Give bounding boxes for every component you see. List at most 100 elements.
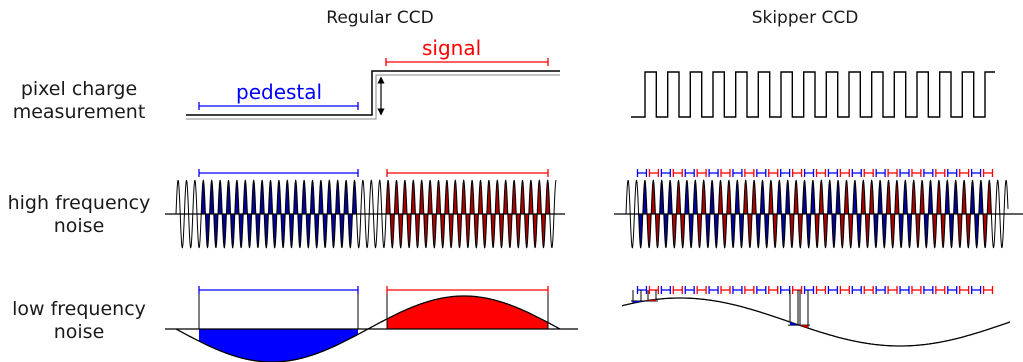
hf-regular-pedestal-fill-lobe-11	[222, 214, 227, 248]
hf-skipper-lobe-12	[676, 180, 681, 214]
hf-regular-signal-fill-lobe-73	[482, 214, 487, 248]
signal-label: signal	[422, 36, 482, 60]
hf-regular-signal-fill-lobe-86	[537, 180, 542, 214]
hf-regular-pedestal-fill-lobe-31	[306, 214, 311, 248]
hf-skipper-lobe-81	[966, 214, 971, 248]
hf-skipper-lobe-57	[865, 214, 870, 248]
hf-skipper-lobe-58	[869, 180, 874, 214]
hf-regular-signal-fill-lobe-56	[411, 180, 416, 214]
row-label-low-line2: noise	[53, 321, 105, 343]
hf-skipper-lobe-82	[970, 180, 975, 214]
hf-regular-pedestal-fill-lobe-32	[310, 180, 315, 214]
hf-skipper-lobe-17	[697, 214, 702, 248]
lf-skipper-group-1-signal-fill	[644, 299, 656, 301]
hf-skipper-lobe-25	[731, 214, 736, 248]
hf-regular-pedestal-fill-lobe-23	[272, 214, 277, 248]
hf-regular-pedestal-fill-lobe-13	[230, 214, 235, 248]
hf-regular-pedestal-fill-lobe-10	[218, 180, 223, 214]
hf-skipper-lobe-38	[785, 180, 790, 214]
hf-skipper-lobe-68	[911, 180, 916, 214]
row-label-low-frequency: low frequency noise	[0, 298, 158, 344]
hf-skipper-lobe-60	[878, 180, 883, 214]
hf-regular-pedestal-fill-lobe-26	[285, 180, 290, 214]
lf-regular-signal-fill	[387, 296, 548, 329]
hf-regular-signal-fill-lobe-57	[415, 214, 420, 248]
hf-skipper-lobe-44	[810, 180, 815, 214]
hf-skipper-lobe-63	[890, 214, 895, 248]
hf-skipper-lobe-21	[714, 214, 719, 248]
hf-regular-signal-fill-lobe-59	[423, 214, 428, 248]
hf-skipper-lobe-29	[747, 214, 752, 248]
hf-skipper-lobe-84	[978, 180, 983, 214]
hf-regular-signal-fill-lobe-67	[457, 214, 462, 248]
hf-skipper-lobe-33	[764, 214, 769, 248]
hf-regular-signal-fill-lobe-55	[407, 214, 412, 248]
row-label-charge-line1: pixel charge	[20, 78, 138, 100]
hf-regular-pedestal-fill-lobe-37	[331, 214, 336, 248]
hf-regular-pedestal-fill-lobe-35	[323, 214, 328, 248]
row-label-charge: pixel charge measurement	[0, 78, 158, 124]
lf-skipper-group-2-pedestal-fill	[790, 322, 799, 326]
hf-regular-signal-fill-lobe-82	[520, 180, 525, 214]
hf-regular-pedestal-fill-lobe-28	[293, 180, 298, 214]
hf-regular-signal-fill-lobe-69	[465, 214, 470, 248]
hf-skipper-lobe-77	[949, 214, 954, 248]
hf-skipper-lobe-36	[777, 180, 782, 214]
hf-skipper-lobe-79	[957, 214, 962, 248]
hf-regular-signal-fill-lobe-81	[516, 214, 521, 248]
title-skipper-ccd: Skipper CCD	[751, 8, 859, 28]
hf-regular-signal-fill-lobe-51	[390, 214, 395, 248]
hf-skipper-lobe-27	[739, 214, 744, 248]
hf-skipper-lobe-5	[647, 214, 652, 248]
hf-regular-signal-fill-lobe-52	[394, 180, 399, 214]
hf-regular-pedestal-fill-lobe-14	[234, 180, 239, 214]
hf-skipper-lobe-55	[857, 214, 862, 248]
hf-skipper-lobe-80	[962, 180, 967, 214]
lf-skipper-wave	[621, 297, 1011, 347]
hf-skipper-lobe-9	[663, 214, 668, 248]
hf-regular-pedestal-fill-lobe-40	[344, 180, 349, 214]
hf-regular-signal-fill-lobe-70	[470, 180, 475, 214]
hf-skipper-lobe-70	[920, 180, 925, 214]
hf-skipper-lobe-8	[659, 180, 664, 214]
hf-regular-signal-fill-lobe-77	[499, 214, 504, 248]
hf-skipper-lobe-52	[844, 180, 849, 214]
hf-regular-pedestal-fill-lobe-18	[251, 180, 256, 214]
hf-skipper-lobe-74	[936, 180, 941, 214]
hf-regular-wave	[175, 179, 557, 249]
hf-regular-pedestal-fill-lobe-42	[352, 180, 357, 214]
hf-regular-signal-fill-lobe-60	[428, 180, 433, 214]
hf-regular-signal-fill-lobe-63	[440, 214, 445, 248]
hf-regular-signal-fill-lobe-71	[474, 214, 479, 248]
hf-skipper-lobe-10	[668, 180, 673, 214]
hf-skipper-lobe-76	[945, 180, 950, 214]
hf-skipper-lobe-42	[802, 180, 807, 214]
hf-regular-pedestal-fill-lobe-9	[213, 214, 218, 248]
hf-skipper-lobe-85	[983, 214, 988, 248]
hf-regular-pedestal-fill-lobe-20	[260, 180, 265, 214]
pedestal-label: pedestal	[236, 80, 323, 104]
hf-skipper-lobe-45	[815, 214, 820, 248]
hf-regular-pedestal-fill-lobe-7	[205, 214, 210, 248]
hf-regular-signal-fill-lobe-50	[386, 180, 391, 214]
hf-regular-signal-fill-lobe-80	[512, 180, 517, 214]
hf-regular-signal-fill-lobe-83	[524, 214, 529, 248]
hf-skipper-lobe-46	[819, 180, 824, 214]
hf-regular-pedestal-fill-lobe-38	[335, 180, 340, 214]
hf-skipper-lobe-50	[836, 180, 841, 214]
skipper-square-wave	[631, 71, 995, 118]
hf-regular-signal-fill-lobe-76	[495, 180, 500, 214]
hf-skipper-lobe-30	[752, 180, 757, 214]
hf-skipper-lobe-34	[768, 180, 773, 214]
hf-regular-signal-fill-lobe-74	[486, 180, 491, 214]
hf-skipper-lobe-16	[693, 180, 698, 214]
hf-skipper-lobe-51	[840, 214, 845, 248]
hf-skipper-lobe-64	[894, 180, 899, 214]
hf-regular-pedestal-fill-lobe-29	[297, 214, 302, 248]
hf-regular-signal-fill-lobe-58	[419, 180, 424, 214]
hf-skipper-lobe-47	[823, 214, 828, 248]
hf-skipper-lobe-11	[672, 214, 677, 248]
hf-skipper-lobe-86	[987, 180, 992, 214]
hf-skipper-lobe-19	[705, 214, 710, 248]
hf-regular-signal-fill-lobe-66	[453, 180, 458, 214]
